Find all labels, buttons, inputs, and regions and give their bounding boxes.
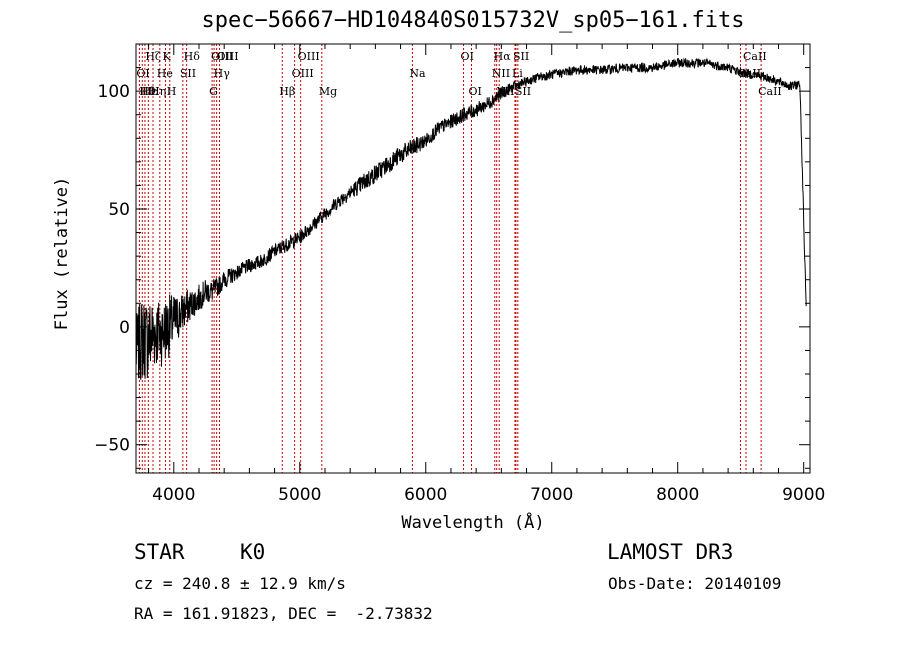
line-label-CaII: CaII [743,50,767,63]
emission-line-markers [138,44,762,473]
object-subclass: K0 [240,540,266,564]
line-label-G: G [209,85,218,98]
line-label-Li: Li [512,67,523,80]
x-tick-label: 7000 [530,485,573,505]
line-label-OIII: OIII [292,67,314,80]
line-label-Hγ: Hγ [214,67,231,80]
line-label-Hη: Hη [150,85,166,98]
obs-date: Obs-Date: 20140109 [608,574,782,593]
x-tick-label: 4000 [152,485,195,505]
redshift-value: cz = 240.8 ± 12.9 km/s [134,574,346,593]
spectrum-line [135,57,807,380]
object-class: STAR [134,540,185,564]
y-tick-label: 0 [119,318,130,338]
line-label-CaII: CaII [737,67,761,80]
x-tick-label: 9000 [782,485,825,505]
line-label-NII: NII [492,67,510,80]
line-label-CaII: CaII [758,85,782,98]
line-label-OI: OI [461,50,474,63]
line-label-Hβ: Hβ [279,85,295,98]
line-label-SII: SII [513,50,529,63]
line-label-OIII: OIII [298,50,320,63]
x-tick-label: 6000 [404,485,447,505]
y-axis-label: Flux (relative) [52,177,72,331]
line-label-NII: NII [496,85,514,98]
line-label-Na: Na [409,67,426,80]
coordinates: RA = 161.91823, DEC = -2.73832 [134,604,433,623]
line-label-OIII: OIII [217,50,239,63]
plot-frame [135,43,811,474]
line-label-OI: OI [468,85,481,98]
y-tick-label: −50 [94,436,130,456]
line-label-Hθ: Hθ [139,85,156,98]
chart-title: spec−56667−HD104840S015732V_sp05−161.fit… [201,8,745,33]
y-tick-label: 50 [108,200,130,220]
line-labels: OIHθHεHζHηHeKHSIIHδGOIIIHγOIIIHβOIIIOIII… [136,50,781,98]
line-label-Hα: Hα [494,50,512,63]
survey-name: LAMOST DR3 [607,540,734,564]
line-label-He: He [157,67,173,80]
line-label-OIII: OIII [211,50,233,63]
line-label-H: H [167,85,177,98]
line-label-K: K [162,50,171,63]
axis-ticks: 4000 5000 6000 7000 8000 9000 −50 0 50 100 [94,43,825,505]
line-label-OI: OI [136,67,149,80]
line-label-Hδ: Hδ [184,50,201,63]
line-label-Hε: Hε [142,85,158,98]
y-tick-label: 100 [98,82,130,102]
line-label-Mg: Mg [319,85,337,98]
line-label-SII: SII [180,67,196,80]
x-tick-label: 5000 [278,485,321,505]
x-axis-label: Wavelength (Å) [401,511,544,533]
line-label-SII: SII [515,85,531,98]
line-label-Hζ: Hζ [145,50,161,63]
x-tick-label: 8000 [656,485,699,505]
